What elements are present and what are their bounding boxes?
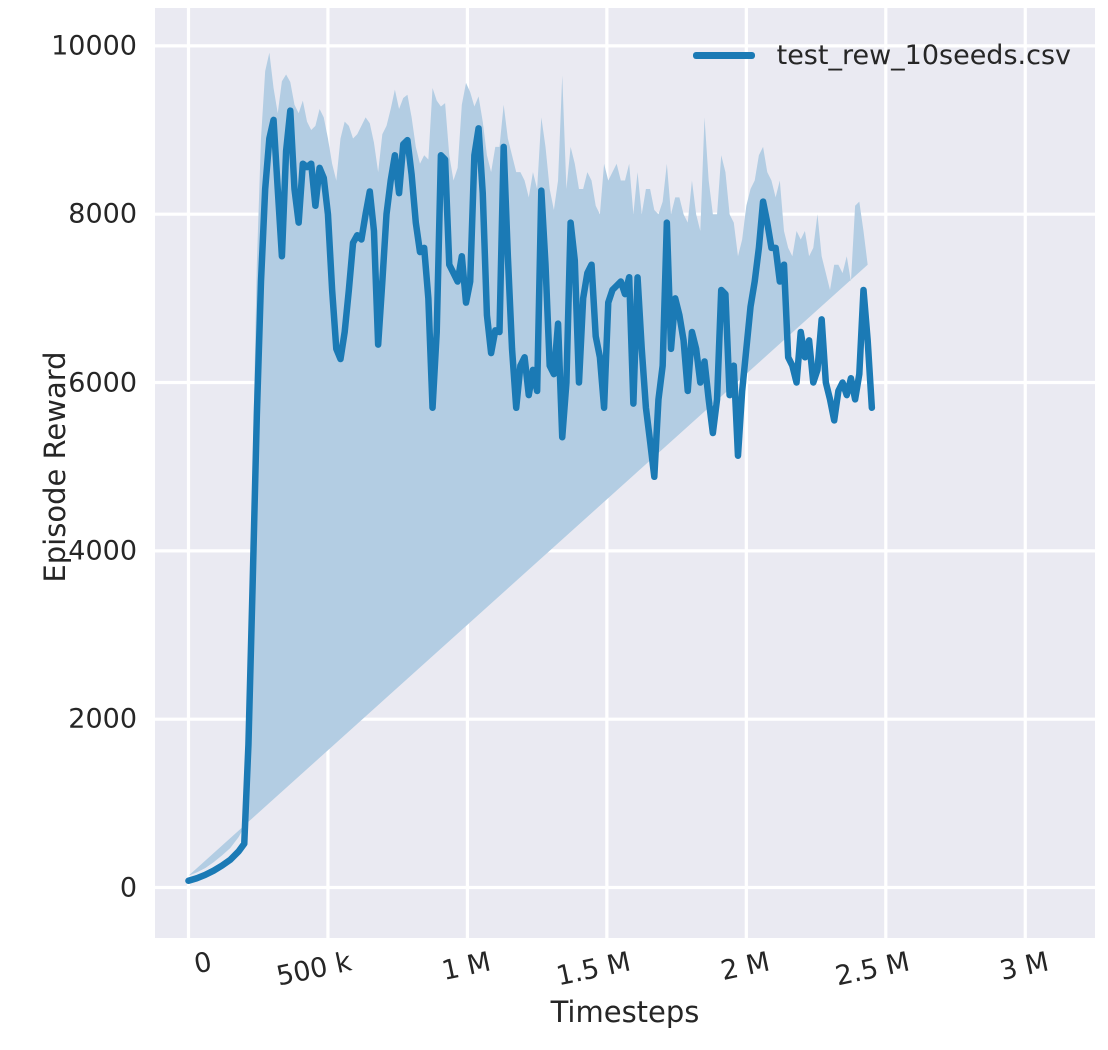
x-tick-label-6: 3 M [997,946,1052,987]
y-axis-label: Episode Reward [38,351,72,583]
x-tick-label-3: 1.5 M [553,946,634,993]
y-tick-label-0: 0 [119,872,137,903]
confidence-band [188,52,868,876]
x-axis-label: Timesteps [550,995,700,1029]
y-tick-label-4: 8000 [68,198,137,230]
plot-area: test_rew_10seeds.csv [155,8,1095,938]
x-tick-label-4: 2 M [718,946,773,987]
y-tick-label-3: 6000 [68,367,137,399]
legend[interactable]: test_rew_10seeds.csv [687,38,1077,73]
mean-line [185,107,876,885]
y-tick-label-1: 2000 [68,703,137,735]
legend-label: test_rew_10seeds.csv [776,40,1071,71]
x-tick-label-2: 1 M [439,946,494,987]
legend-line-swatch [692,52,755,59]
x-tick-label-0: 0 [191,946,215,981]
x-tick-label-5: 2.5 M [832,946,913,993]
y-tick-label-2: 4000 [68,535,137,567]
y-tick-label-5: 10000 [51,30,137,62]
plot-svg [155,8,1095,938]
x-tick-label-1: 500 k [273,946,355,993]
